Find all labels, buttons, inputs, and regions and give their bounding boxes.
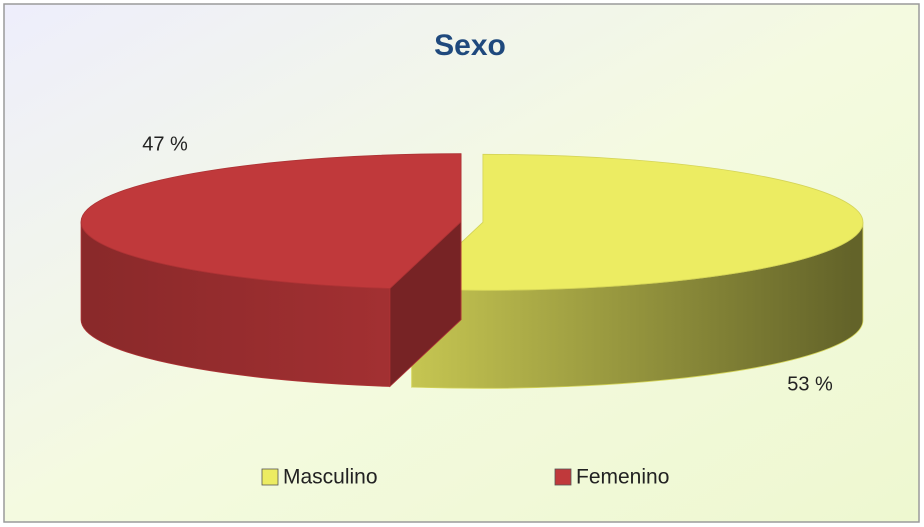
value-label: 53 % <box>787 373 833 395</box>
legend: Masculino Femenino <box>261 466 669 489</box>
legend-swatch <box>261 468 279 486</box>
value-label: 47 % <box>142 133 188 155</box>
chart-title: Sexo <box>434 29 506 62</box>
slice <box>410 153 864 291</box>
legend-label: Femenino <box>576 466 669 489</box>
pie: 53 % 47 % <box>80 133 864 395</box>
legend-swatch <box>554 468 572 486</box>
legend-label: Masculino <box>283 466 378 489</box>
slice <box>80 153 462 289</box>
